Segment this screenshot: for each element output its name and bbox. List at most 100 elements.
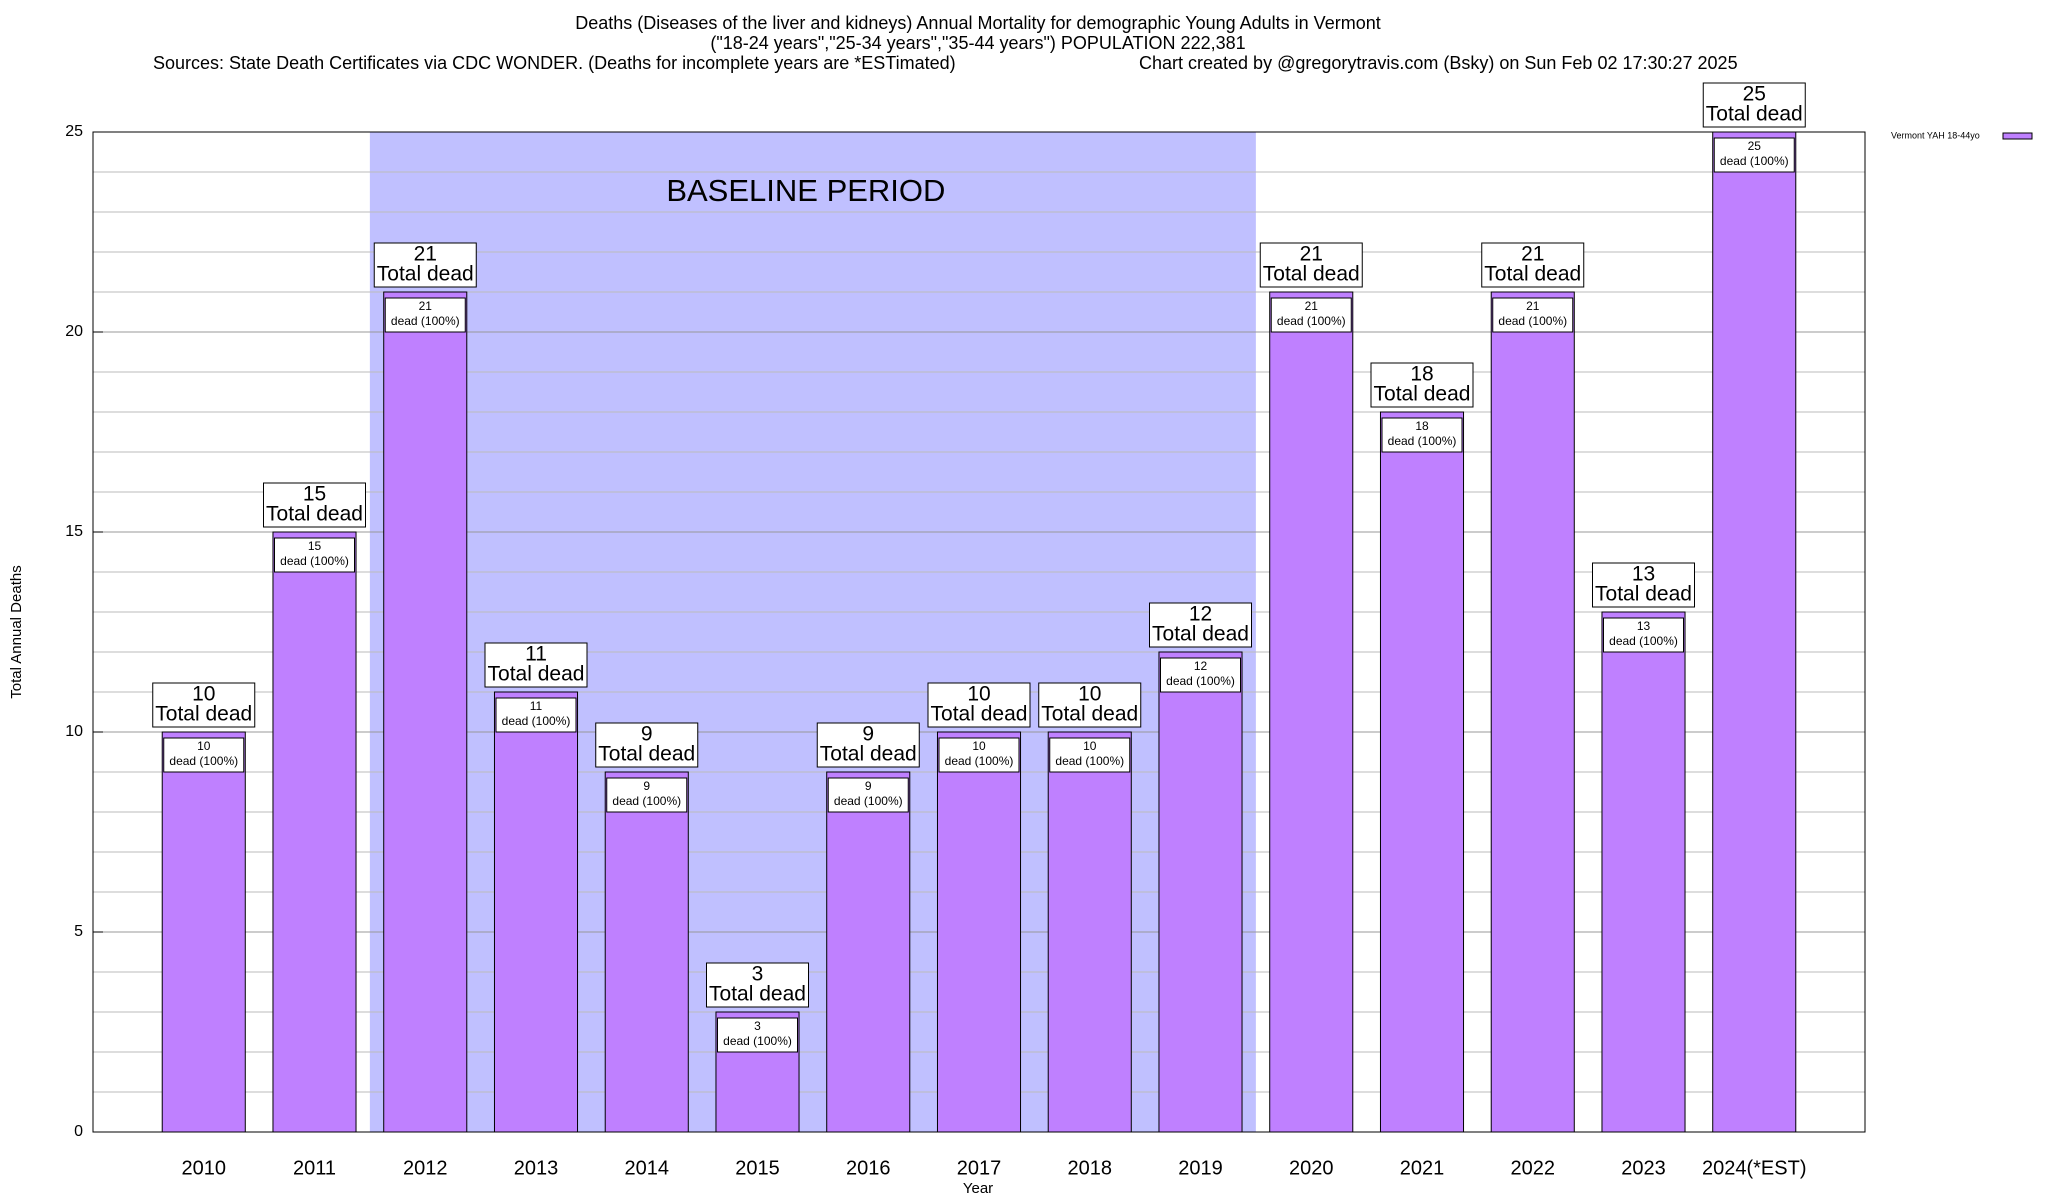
total-label-text: Total dead bbox=[931, 703, 1028, 726]
x-tick-label: 2024(*EST) bbox=[1702, 1157, 1807, 1179]
segment-label-box bbox=[163, 737, 245, 773]
total-label-text: Total dead bbox=[488, 663, 585, 686]
segment-label-value: 21 bbox=[1526, 299, 1540, 313]
total-label-value: 10 bbox=[1078, 683, 1101, 706]
total-label-text: Total dead bbox=[709, 983, 806, 1006]
y-tick-label: 15 bbox=[65, 523, 83, 540]
segment-label-box bbox=[274, 537, 355, 573]
bar bbox=[272, 531, 357, 1133]
total-label-text: Total dead bbox=[1374, 383, 1471, 406]
segment-label-value: 9 bbox=[865, 779, 872, 793]
x-axis-label: Year bbox=[963, 1180, 993, 1197]
y-tick-label: 10 bbox=[65, 723, 83, 740]
plot-frame bbox=[92, 131, 1866, 1133]
segment-label-box bbox=[1381, 417, 1463, 453]
total-label-text: Total dead bbox=[1706, 103, 1803, 126]
total-label-text: Total dead bbox=[1484, 263, 1581, 286]
bar bbox=[383, 291, 468, 1133]
legend-label: Vermont YAH 18-44yo bbox=[1891, 130, 1980, 140]
total-label-box bbox=[484, 642, 588, 688]
bar bbox=[1158, 651, 1243, 1133]
chart-title: Deaths (Diseases of the liver and kidney… bbox=[575, 13, 1380, 33]
total-label-value: 3 bbox=[752, 963, 764, 986]
y-tick-label: 20 bbox=[65, 323, 83, 340]
segment-label-box bbox=[1270, 297, 1352, 333]
x-tick-label: 2013 bbox=[514, 1157, 559, 1179]
total-label-box bbox=[1149, 602, 1252, 648]
segment-label-value: 21 bbox=[419, 299, 433, 313]
x-tick-label: 2023 bbox=[1621, 1157, 1666, 1179]
segment-label-text: dead (100%) bbox=[945, 754, 1014, 768]
segment-label-box bbox=[717, 1017, 798, 1053]
x-tick-label: 2020 bbox=[1289, 1157, 1334, 1179]
bar bbox=[936, 731, 1022, 1133]
total-label-value: 21 bbox=[1300, 243, 1323, 266]
segment-label-text: dead (100%) bbox=[1166, 674, 1235, 688]
segment-label-box bbox=[1713, 137, 1795, 173]
total-label-text: Total dead bbox=[1595, 583, 1692, 606]
segment-label-box bbox=[1049, 737, 1131, 773]
y-tick-label: 0 bbox=[74, 1123, 83, 1140]
segment-label-box bbox=[384, 297, 466, 333]
bar bbox=[493, 691, 579, 1133]
total-label-box bbox=[1038, 682, 1142, 728]
segment-label-text: dead (100%) bbox=[1055, 754, 1124, 768]
total-label-box bbox=[1259, 242, 1363, 288]
total-label-text: Total dead bbox=[598, 743, 695, 766]
segment-label-text: dead (100%) bbox=[1498, 314, 1567, 328]
bar bbox=[604, 771, 689, 1133]
total-label-value: 25 bbox=[1743, 83, 1766, 106]
total-label-value: 12 bbox=[1189, 603, 1212, 626]
segment-label-value: 9 bbox=[643, 779, 650, 793]
segment-label-text: dead (100%) bbox=[723, 1034, 792, 1048]
total-label-value: 9 bbox=[862, 723, 874, 746]
segment-label-value: 18 bbox=[1415, 419, 1429, 433]
bar bbox=[826, 771, 911, 1133]
total-label-text: Total dead bbox=[1263, 263, 1360, 286]
y-axis-label: Total Annual Deaths bbox=[8, 565, 25, 698]
total-label-box bbox=[706, 962, 809, 1008]
bar bbox=[1047, 731, 1132, 1133]
total-label-box bbox=[595, 722, 699, 768]
total-label-box bbox=[927, 682, 1031, 728]
segment-label-text: dead (100%) bbox=[1609, 634, 1678, 648]
total-label-box bbox=[263, 482, 366, 528]
bar bbox=[1379, 411, 1465, 1133]
shaded-period-label: BASELINE PERIOD bbox=[666, 173, 945, 208]
segment-label-value: 21 bbox=[1305, 299, 1319, 313]
segment-label-value: 10 bbox=[197, 739, 211, 753]
total-label-box bbox=[1592, 562, 1695, 608]
total-label-text: Total dead bbox=[155, 703, 252, 726]
x-tick-label: 2022 bbox=[1511, 1157, 1556, 1179]
bar bbox=[1490, 291, 1575, 1133]
bar bbox=[1269, 291, 1354, 1133]
total-label-box bbox=[373, 242, 477, 288]
bar bbox=[161, 731, 246, 1133]
segment-label-text: dead (100%) bbox=[391, 314, 460, 328]
segment-label-box bbox=[1492, 297, 1574, 333]
x-tick-label: 2016 bbox=[846, 1157, 891, 1179]
segment-label-value: 10 bbox=[1083, 739, 1097, 753]
x-tick-label: 2021 bbox=[1400, 1157, 1445, 1179]
